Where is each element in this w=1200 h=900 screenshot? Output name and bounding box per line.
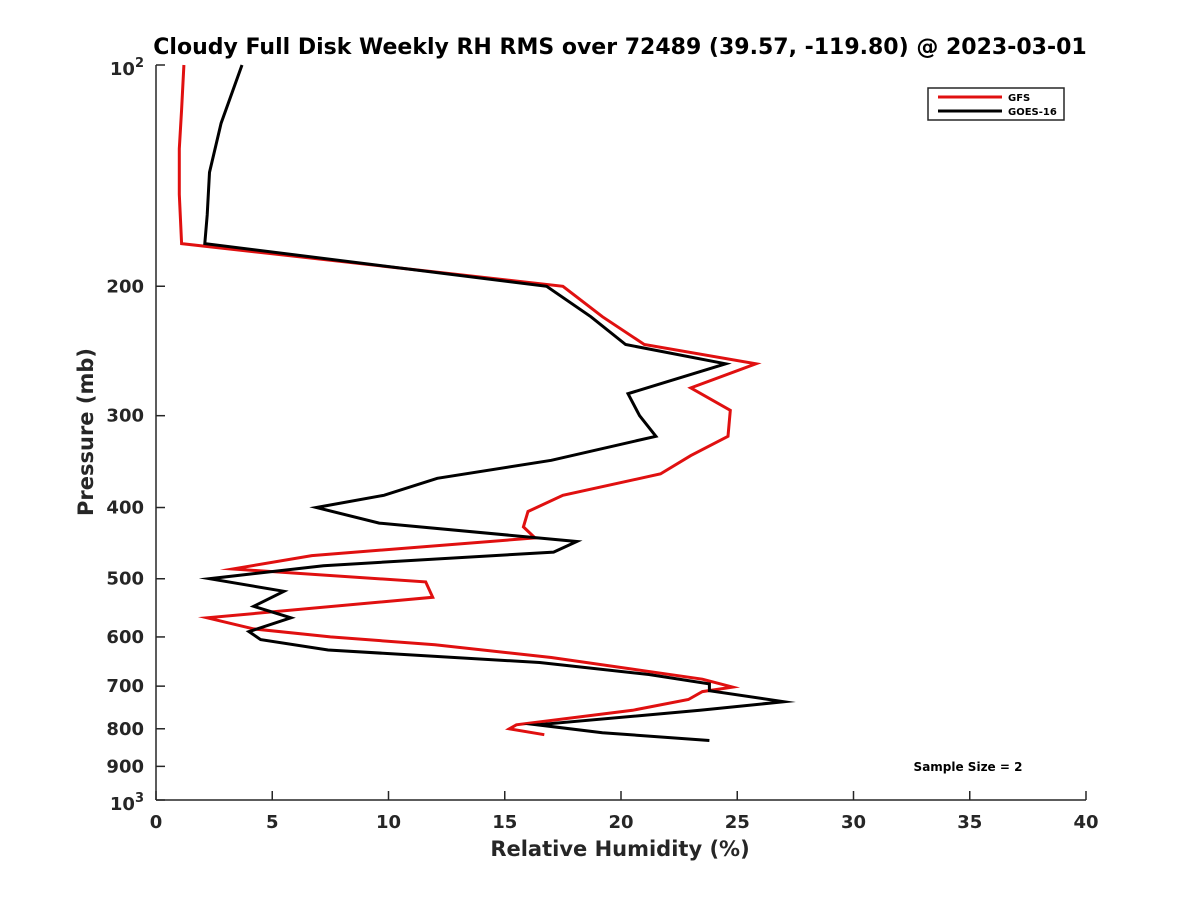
y-tick-label: 500 [106,569,144,590]
x-tick-label: 10 [376,812,401,833]
y-tick-label: 400 [106,498,144,519]
legend: GFS GOES-16 [927,87,1065,121]
y-tick-label: 800 [106,719,144,740]
series-line-goes-16 [198,64,796,742]
y-tick-label: 600 [106,627,144,648]
sample-size-annotation: Sample Size = 2 [914,760,1023,774]
y-tick-label: 300 [106,406,144,427]
y-tick-label: 102 [110,56,144,80]
series-line-gfs [177,64,762,737]
legend-label-goes-16: GOES-16 [1008,107,1057,118]
y-axis-label: Pressure (mb) [74,348,98,516]
legend-box [927,87,1065,121]
x-tick-label: 0 [150,812,163,833]
x-tick-label: 30 [841,812,866,833]
y-tick-label: 700 [106,676,144,697]
legend-label-gfs: GFS [1008,93,1030,104]
series-layer [177,64,796,742]
axes-layer: 0 5 10 15 20 25 30 35 40 102 200 300 400 500 600 700 800… [106,56,1098,833]
x-tick-label: 5 [266,812,279,833]
x-tick-label: 35 [957,812,982,833]
x-tick-label: 25 [725,812,750,833]
y-tick-label: 900 [106,756,144,777]
x-tick-label: 20 [608,812,633,833]
chart-title: Cloudy Full Disk Weekly RH RMS over 7248… [153,35,1086,60]
y-tick-label: 200 [106,276,144,297]
y-tick-label: 103 [110,791,144,815]
x-tick-label: 15 [492,812,517,833]
x-axis-label: Relative Humidity (%) [490,837,749,861]
x-tick-label: 40 [1073,812,1098,833]
